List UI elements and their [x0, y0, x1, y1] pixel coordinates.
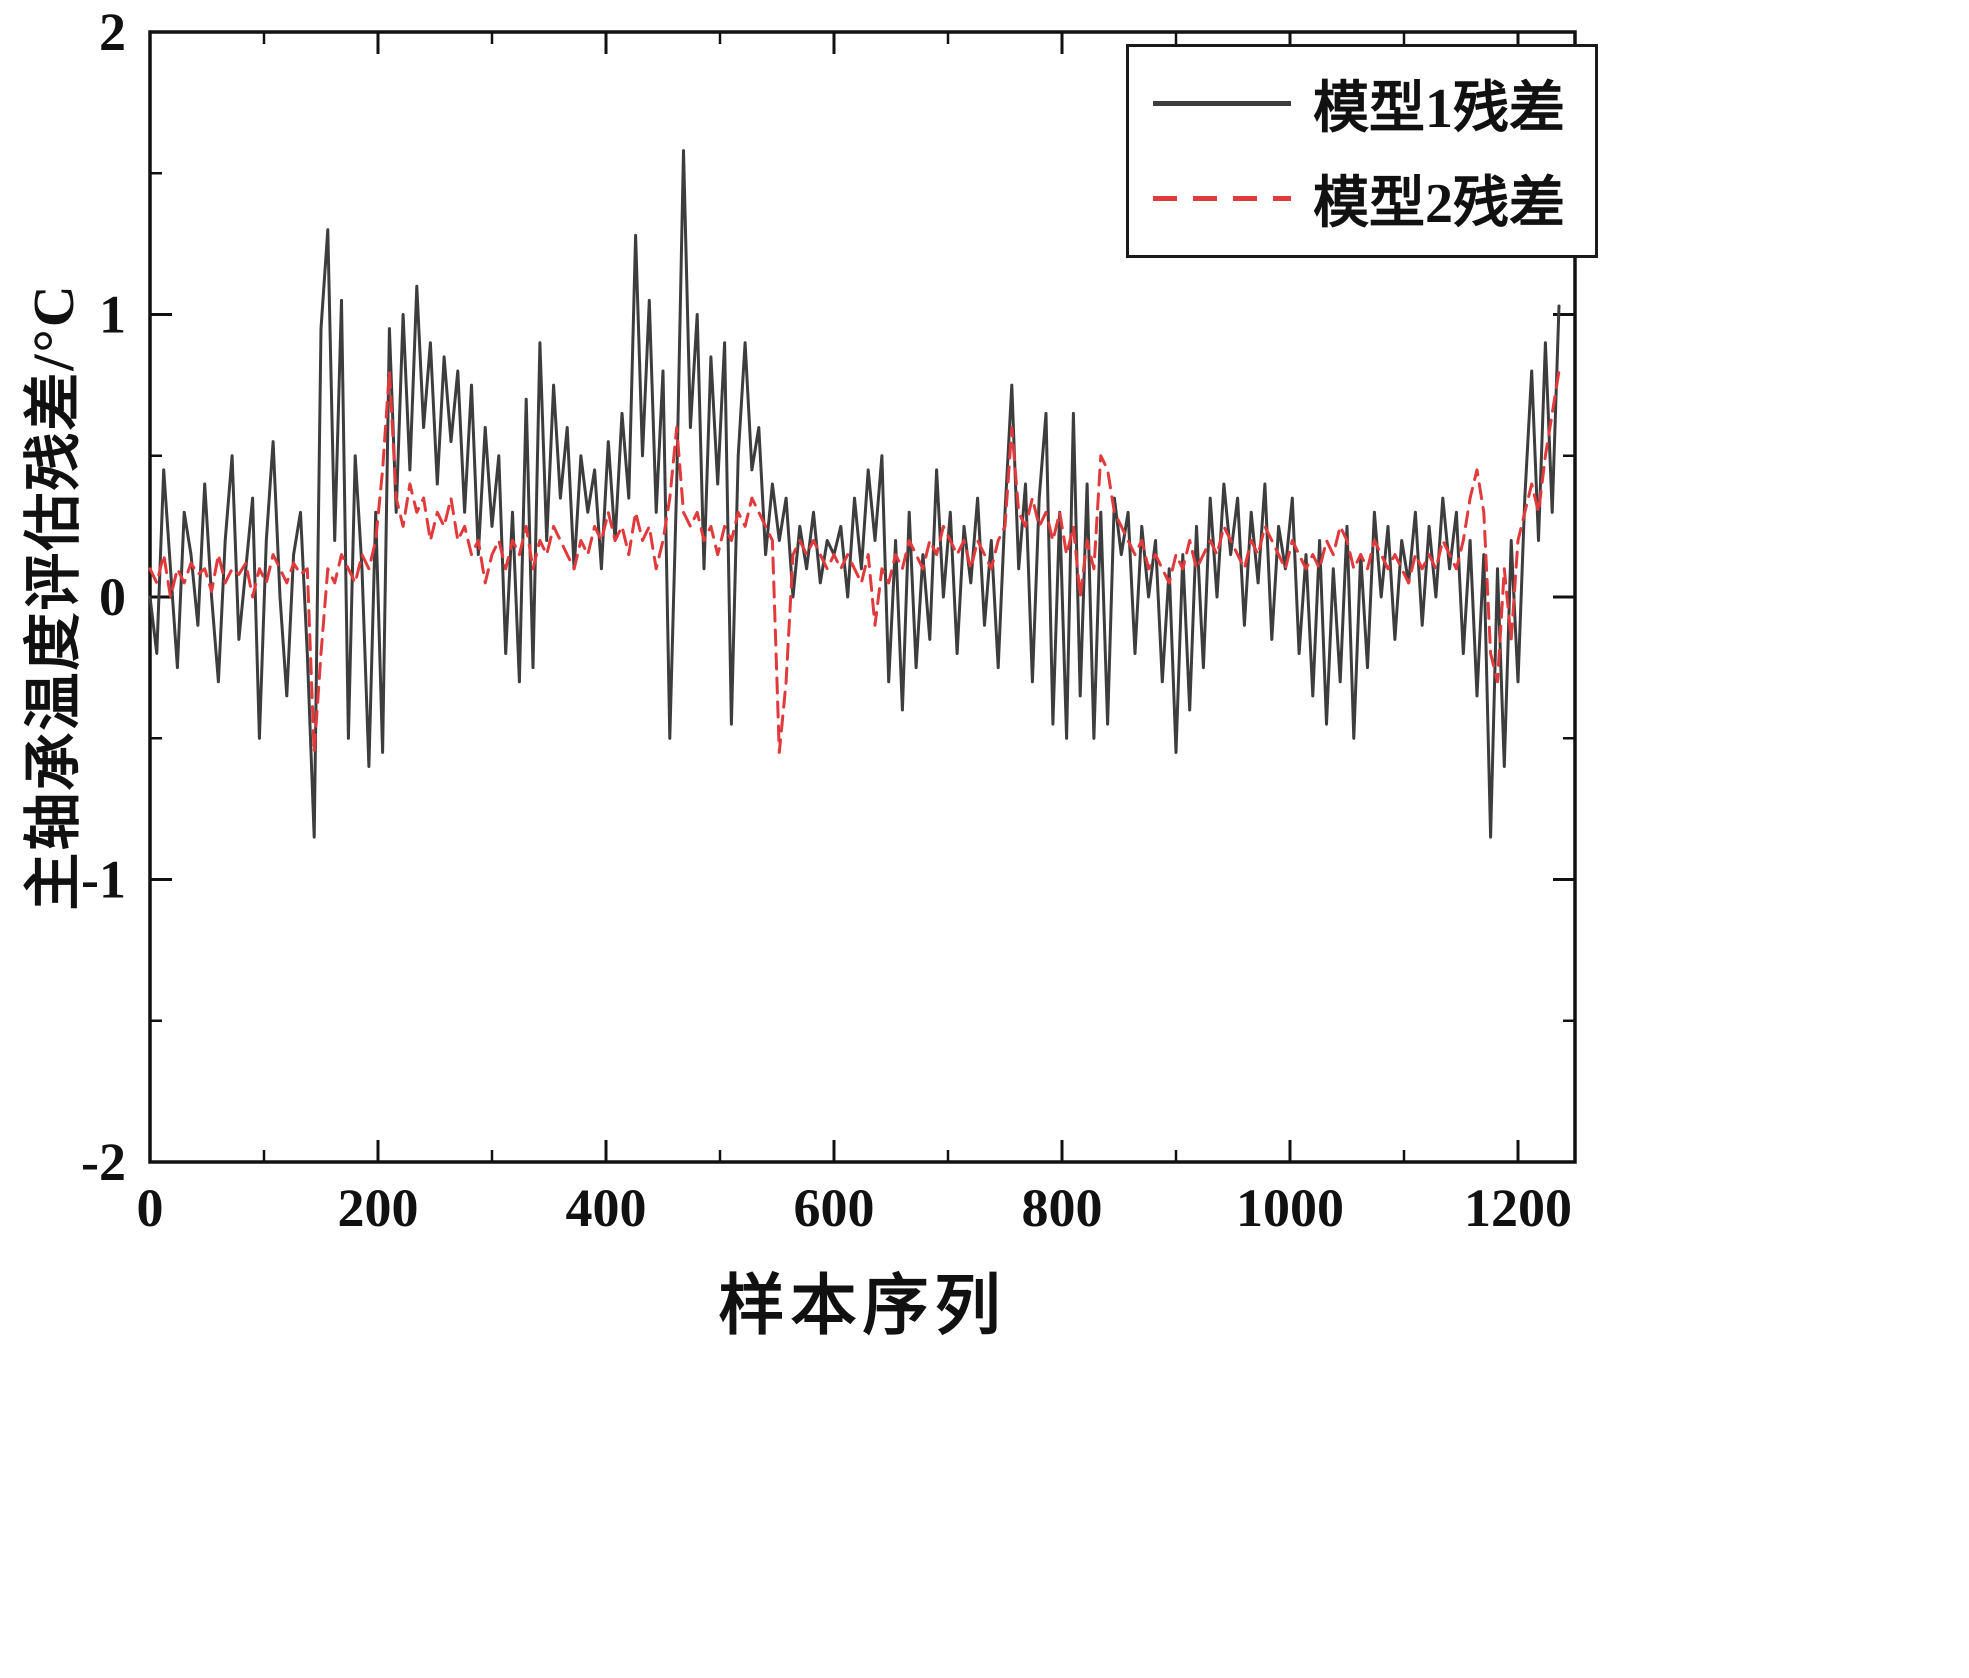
- svg-text:-1: -1: [81, 850, 126, 910]
- legend-label-model2: 模型2残差: [1313, 173, 1565, 235]
- svg-text:800: 800: [1022, 1178, 1103, 1238]
- x-axis-title: 样本序列: [718, 1270, 1007, 1343]
- svg-text:1200: 1200: [1464, 1178, 1572, 1238]
- model1-line-sample: [1153, 101, 1291, 106]
- legend-label-model1: 模型1残差: [1313, 78, 1565, 140]
- svg-text:400: 400: [566, 1178, 647, 1238]
- model2-line-sample: [1153, 196, 1291, 201]
- svg-text:0: 0: [137, 1178, 164, 1238]
- svg-text:600: 600: [794, 1178, 875, 1238]
- svg-text:1000: 1000: [1236, 1178, 1344, 1238]
- legend-item-model2: 模型2残差: [1153, 158, 1565, 239]
- y-axis-title: 主轴承温度评估残差/°C: [21, 283, 86, 911]
- svg-text:200: 200: [338, 1178, 419, 1238]
- svg-text:1: 1: [99, 285, 126, 345]
- svg-text:2: 2: [99, 2, 126, 62]
- legend-item-model1: 模型1残差: [1153, 63, 1565, 144]
- svg-text:0: 0: [99, 567, 126, 627]
- svg-text:-2: -2: [81, 1132, 126, 1192]
- legend: 模型1残差 模型2残差: [1126, 44, 1598, 258]
